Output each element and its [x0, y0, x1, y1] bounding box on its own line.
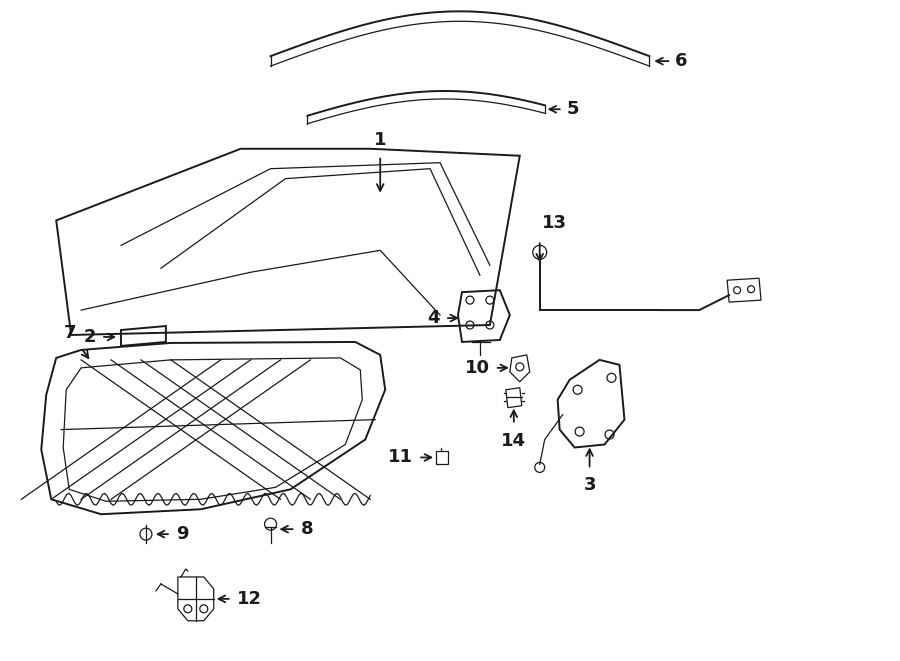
- Text: 10: 10: [465, 359, 490, 377]
- Text: 14: 14: [501, 432, 526, 449]
- Text: 5: 5: [567, 100, 579, 118]
- Text: 9: 9: [176, 525, 188, 543]
- Text: 13: 13: [542, 214, 567, 233]
- Text: 4: 4: [428, 309, 440, 327]
- Text: 6: 6: [675, 52, 688, 70]
- Text: 11: 11: [388, 448, 413, 467]
- Text: 1: 1: [374, 131, 386, 149]
- Text: 3: 3: [583, 477, 596, 494]
- Circle shape: [533, 245, 546, 259]
- Text: 12: 12: [237, 590, 262, 608]
- Text: 8: 8: [301, 520, 313, 538]
- Text: 2: 2: [84, 328, 96, 346]
- Text: 7: 7: [64, 324, 76, 342]
